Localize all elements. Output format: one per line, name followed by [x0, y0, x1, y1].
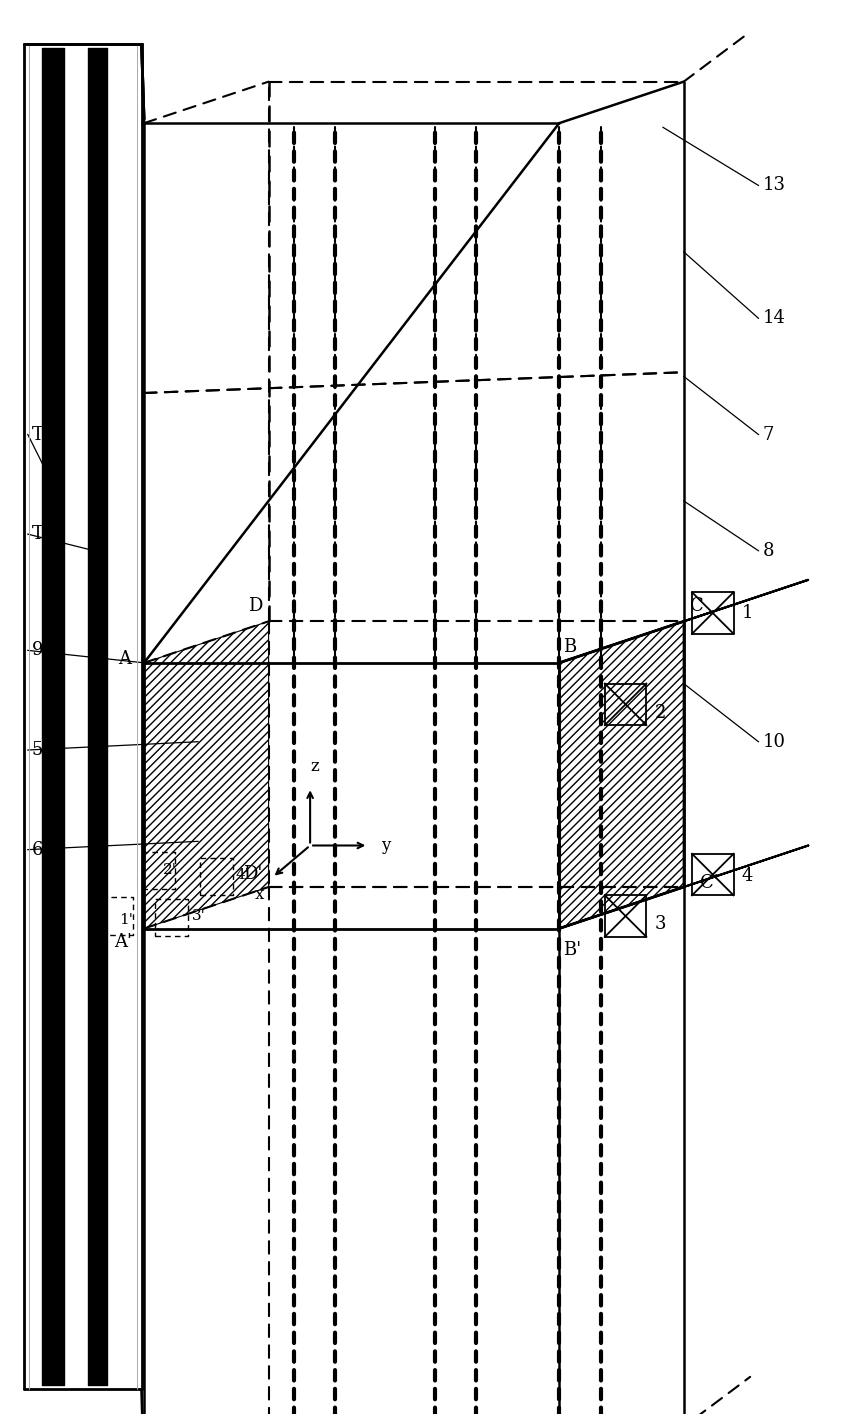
Text: D': D' — [243, 864, 262, 883]
Text: 6: 6 — [32, 840, 43, 859]
Text: 4': 4' — [235, 867, 250, 881]
Text: C': C' — [700, 874, 719, 891]
Text: 2: 2 — [654, 704, 666, 721]
Text: 9: 9 — [32, 642, 43, 659]
Text: A: A — [119, 649, 132, 667]
Text: 3: 3 — [654, 915, 666, 934]
Text: T4: T4 — [32, 526, 55, 543]
Text: 1: 1 — [742, 604, 753, 622]
Text: T3: T3 — [32, 425, 55, 444]
Text: B: B — [563, 638, 577, 656]
Text: 2': 2' — [164, 863, 177, 877]
Text: 10: 10 — [763, 733, 785, 751]
Text: 3': 3' — [191, 910, 205, 922]
Text: 1': 1' — [120, 913, 133, 927]
Text: A': A' — [114, 932, 132, 951]
Text: 4: 4 — [742, 867, 753, 886]
Text: z: z — [310, 758, 319, 775]
Text: 14: 14 — [763, 309, 785, 327]
Text: 8: 8 — [763, 541, 774, 560]
Text: D: D — [248, 597, 262, 615]
Text: 5: 5 — [32, 741, 43, 760]
Text: y: y — [381, 837, 390, 854]
Text: 13: 13 — [763, 177, 785, 194]
Text: C: C — [691, 597, 704, 615]
Text: x: x — [255, 886, 264, 903]
Text: 7: 7 — [763, 425, 774, 444]
Text: B': B' — [563, 941, 581, 959]
